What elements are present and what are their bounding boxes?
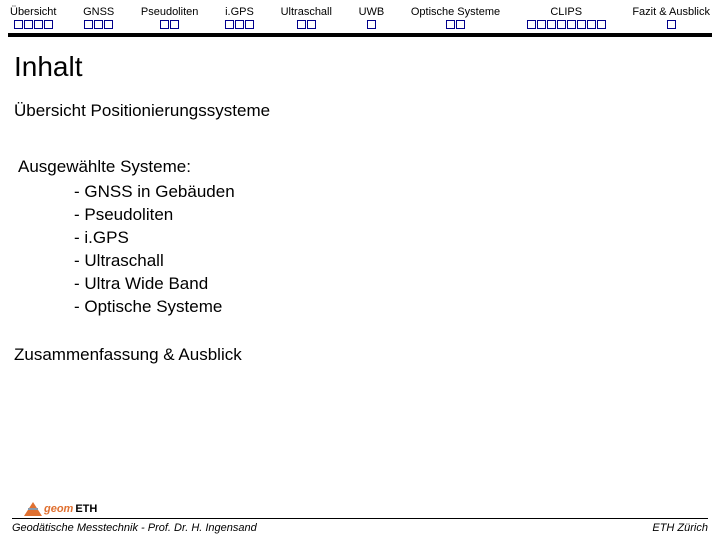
bullet-item: - Ultra Wide Band bbox=[74, 273, 720, 296]
nav-label: Optische Systeme bbox=[411, 6, 500, 18]
nav-item[interactable]: CLIPS bbox=[527, 6, 606, 29]
logo-text-eth: ETH bbox=[75, 503, 97, 515]
bullet-item: - Pseudoliten bbox=[74, 204, 720, 227]
bullet-item: - Optische Systeme bbox=[74, 296, 720, 319]
bullet-item: - i.GPS bbox=[74, 227, 720, 250]
nav-label: i.GPS bbox=[225, 6, 254, 18]
section-overview: Übersicht Positionierungssysteme bbox=[14, 101, 720, 121]
nav-label: Übersicht bbox=[10, 6, 56, 18]
nav-progress-squares bbox=[527, 20, 606, 29]
logo: geomETH bbox=[24, 502, 97, 516]
nav-item[interactable]: Fazit & Ausblick bbox=[632, 6, 710, 29]
page-title: Inhalt bbox=[14, 51, 720, 83]
nav-progress-squares bbox=[225, 20, 254, 29]
nav-label: CLIPS bbox=[550, 6, 582, 18]
footer-divider bbox=[12, 518, 708, 519]
nav-label: Pseudoliten bbox=[141, 6, 199, 18]
logo-text-geom: geom bbox=[44, 503, 73, 515]
footer-right-text: ETH Zürich bbox=[652, 522, 708, 534]
nav-item[interactable]: GNSS bbox=[83, 6, 114, 29]
nav-progress-squares bbox=[84, 20, 113, 29]
nav-item[interactable]: Optische Systeme bbox=[411, 6, 500, 29]
logo-icon bbox=[24, 502, 42, 516]
nav-progress-squares bbox=[297, 20, 316, 29]
nav-bar: Übersicht GNSS Pseudoliten i.GPS Ultraschall… bbox=[0, 0, 720, 31]
nav-label: GNSS bbox=[83, 6, 114, 18]
nav-progress-squares bbox=[446, 20, 465, 29]
nav-divider bbox=[8, 33, 712, 37]
nav-item[interactable]: Übersicht bbox=[10, 6, 56, 29]
nav-progress-squares bbox=[14, 20, 53, 29]
bullet-item: - GNSS in Gebäuden bbox=[74, 181, 720, 204]
nav-label: Ultraschall bbox=[281, 6, 332, 18]
nav-item[interactable]: i.GPS bbox=[225, 6, 254, 29]
section-selected-head: Ausgewählte Systeme: bbox=[18, 157, 720, 177]
section-summary: Zusammenfassung & Ausblick bbox=[14, 345, 720, 365]
nav-item[interactable]: Pseudoliten bbox=[141, 6, 199, 29]
nav-item[interactable]: UWB bbox=[359, 6, 385, 29]
nav-item[interactable]: Ultraschall bbox=[281, 6, 332, 29]
nav-label: Fazit & Ausblick bbox=[632, 6, 710, 18]
nav-progress-squares bbox=[667, 20, 676, 29]
footer: Geodätische Messtechnik - Prof. Dr. H. I… bbox=[0, 518, 720, 540]
footer-left-text: Geodätische Messtechnik - Prof. Dr. H. I… bbox=[12, 522, 257, 534]
bullet-item: - Ultraschall bbox=[74, 250, 720, 273]
nav-progress-squares bbox=[160, 20, 179, 29]
nav-progress-squares bbox=[367, 20, 376, 29]
bullet-list: - GNSS in Gebäuden- Pseudoliten- i.GPS- … bbox=[74, 181, 720, 319]
nav-label: UWB bbox=[359, 6, 385, 18]
